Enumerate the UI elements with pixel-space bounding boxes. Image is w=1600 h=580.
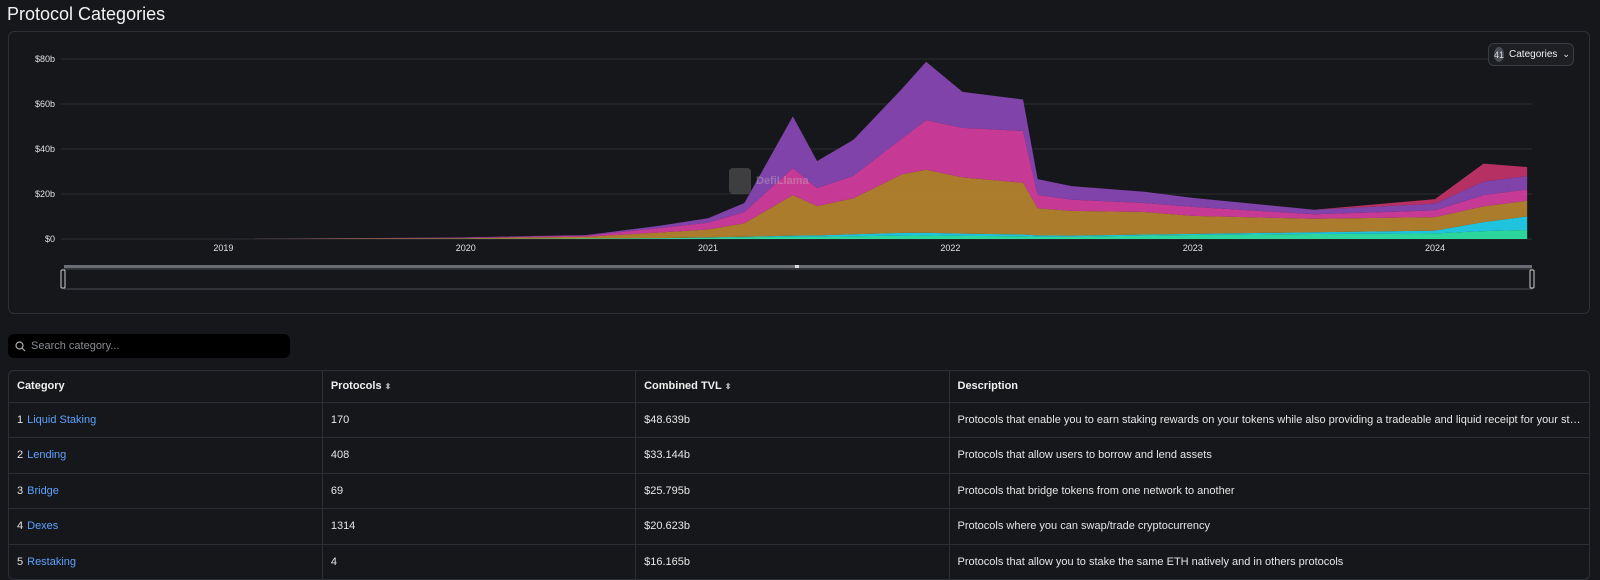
zoom-handle-left	[60, 269, 66, 289]
row-rank: 2	[17, 449, 24, 462]
series-area	[53, 61, 1528, 240]
description: Protocols that bridge tokens from one ne…	[949, 473, 1589, 509]
protocols-count: 69	[322, 473, 637, 509]
sort-icon[interactable]: ⬍	[384, 382, 392, 392]
watermark: DefiLlama	[729, 168, 809, 194]
watermark-text: DefiLlama	[756, 175, 809, 187]
protocols-count: 408	[322, 437, 637, 474]
series-area	[53, 169, 1528, 239]
sort-icon[interactable]: ⬍	[724, 382, 732, 392]
table-row: 4 Dexes 1314 $20.623b Protocols where you…	[9, 508, 1589, 545]
row-rank: 5	[17, 555, 24, 568]
category-link[interactable]: Liquid Staking	[27, 413, 97, 426]
x-tick-label: 2021	[698, 243, 718, 253]
protocols-count: 4	[322, 544, 637, 579]
llama-logo-icon	[729, 168, 751, 194]
description: Protocols that allow users to borrow and…	[949, 437, 1589, 474]
search-bar	[8, 334, 290, 358]
row-rank: 4	[17, 520, 24, 533]
x-tick-label: 2023	[1183, 243, 1203, 253]
description: Protocols that allow you to stake the sa…	[949, 544, 1589, 579]
zoom-center-handle	[795, 265, 799, 268]
series-area	[53, 230, 1528, 239]
x-tick-label: 2022	[940, 243, 960, 253]
header-category: Category	[9, 371, 323, 403]
categories-label: Categories	[1509, 49, 1558, 60]
y-tick-label: $80b	[35, 54, 55, 64]
tvl-chart-card: $0 $20b $40b $60b $80b 2019 2020 2021 2022 2023 20…	[8, 31, 1590, 314]
table-header-row: Category Protocols ⬍ Combined TVL ⬍ Descri…	[9, 371, 1589, 403]
y-tick-label: $60b	[35, 99, 55, 109]
category-link[interactable]: Restaking	[27, 555, 77, 568]
protocols-count: 1314	[322, 508, 637, 545]
protocols-count: 170	[322, 402, 637, 438]
combined-tvl: $25.795b	[635, 473, 950, 509]
description: Protocols that enable you to earn stakin…	[949, 402, 1589, 438]
zoom-handle-right	[1529, 269, 1535, 289]
description: Protocols where you can swap/trade crypt…	[949, 508, 1589, 545]
table-row: 5 Restaking 4 $16.165b Protocols that all…	[9, 544, 1589, 579]
table-row: 2 Lending 408 $33.144b Protocols that all…	[9, 437, 1589, 474]
category-link[interactable]: Bridge	[27, 484, 59, 497]
table-row: 1 Liquid Staking 170 $48.639b Protocols t…	[9, 402, 1589, 438]
y-tick-label: $40b	[35, 144, 55, 154]
tvl-stacked-area-chart[interactable]: $0 $20b $40b $60b $80b 2019 2020 2021 2022 2023 20…	[9, 32, 1591, 315]
x-tick-label: 2020	[456, 243, 476, 253]
categories-count-badge: 41	[1494, 47, 1505, 62]
chevron-down-icon: ⌄	[1562, 49, 1570, 59]
combined-tvl: $16.165b	[635, 544, 950, 579]
header-tvl[interactable]: Combined TVL ⬍	[635, 371, 950, 403]
category-link[interactable]: Dexes	[27, 520, 59, 533]
combined-tvl: $33.144b	[635, 437, 950, 474]
header-protocols[interactable]: Protocols ⬍	[322, 371, 637, 403]
combined-tvl: $20.623b	[635, 508, 950, 545]
row-rank: 3	[17, 484, 24, 497]
page-title: Protocol Categories	[7, 4, 166, 24]
categories-dropdown-button[interactable]: 41 Categories ⌄	[1488, 43, 1574, 66]
category-link[interactable]: Lending	[27, 449, 67, 462]
categories-table-card: Category Protocols ⬍ Combined TVL ⬍ Descri…	[8, 370, 1590, 580]
header-description: Description	[949, 371, 1589, 403]
zoom-slider-window	[63, 268, 1533, 290]
search-input[interactable]	[31, 340, 271, 352]
x-tick-label: 2024	[1425, 243, 1445, 253]
x-tick-label: 2019	[213, 243, 233, 253]
header-protocols-label: Protocols	[330, 380, 382, 393]
series-area	[53, 120, 1528, 239]
categories-table: Category Protocols ⬍ Combined TVL ⬍ Descri…	[9, 371, 1589, 579]
search-icon	[15, 340, 26, 351]
row-rank: 1	[17, 413, 24, 426]
y-tick-label: $0	[45, 234, 55, 244]
combined-tvl: $48.639b	[635, 402, 950, 438]
header-tvl-label: Combined TVL	[644, 380, 722, 393]
y-tick-label: $20b	[35, 189, 55, 199]
table-row: 3 Bridge 69 $25.795b Protocols that bridg…	[9, 473, 1589, 509]
